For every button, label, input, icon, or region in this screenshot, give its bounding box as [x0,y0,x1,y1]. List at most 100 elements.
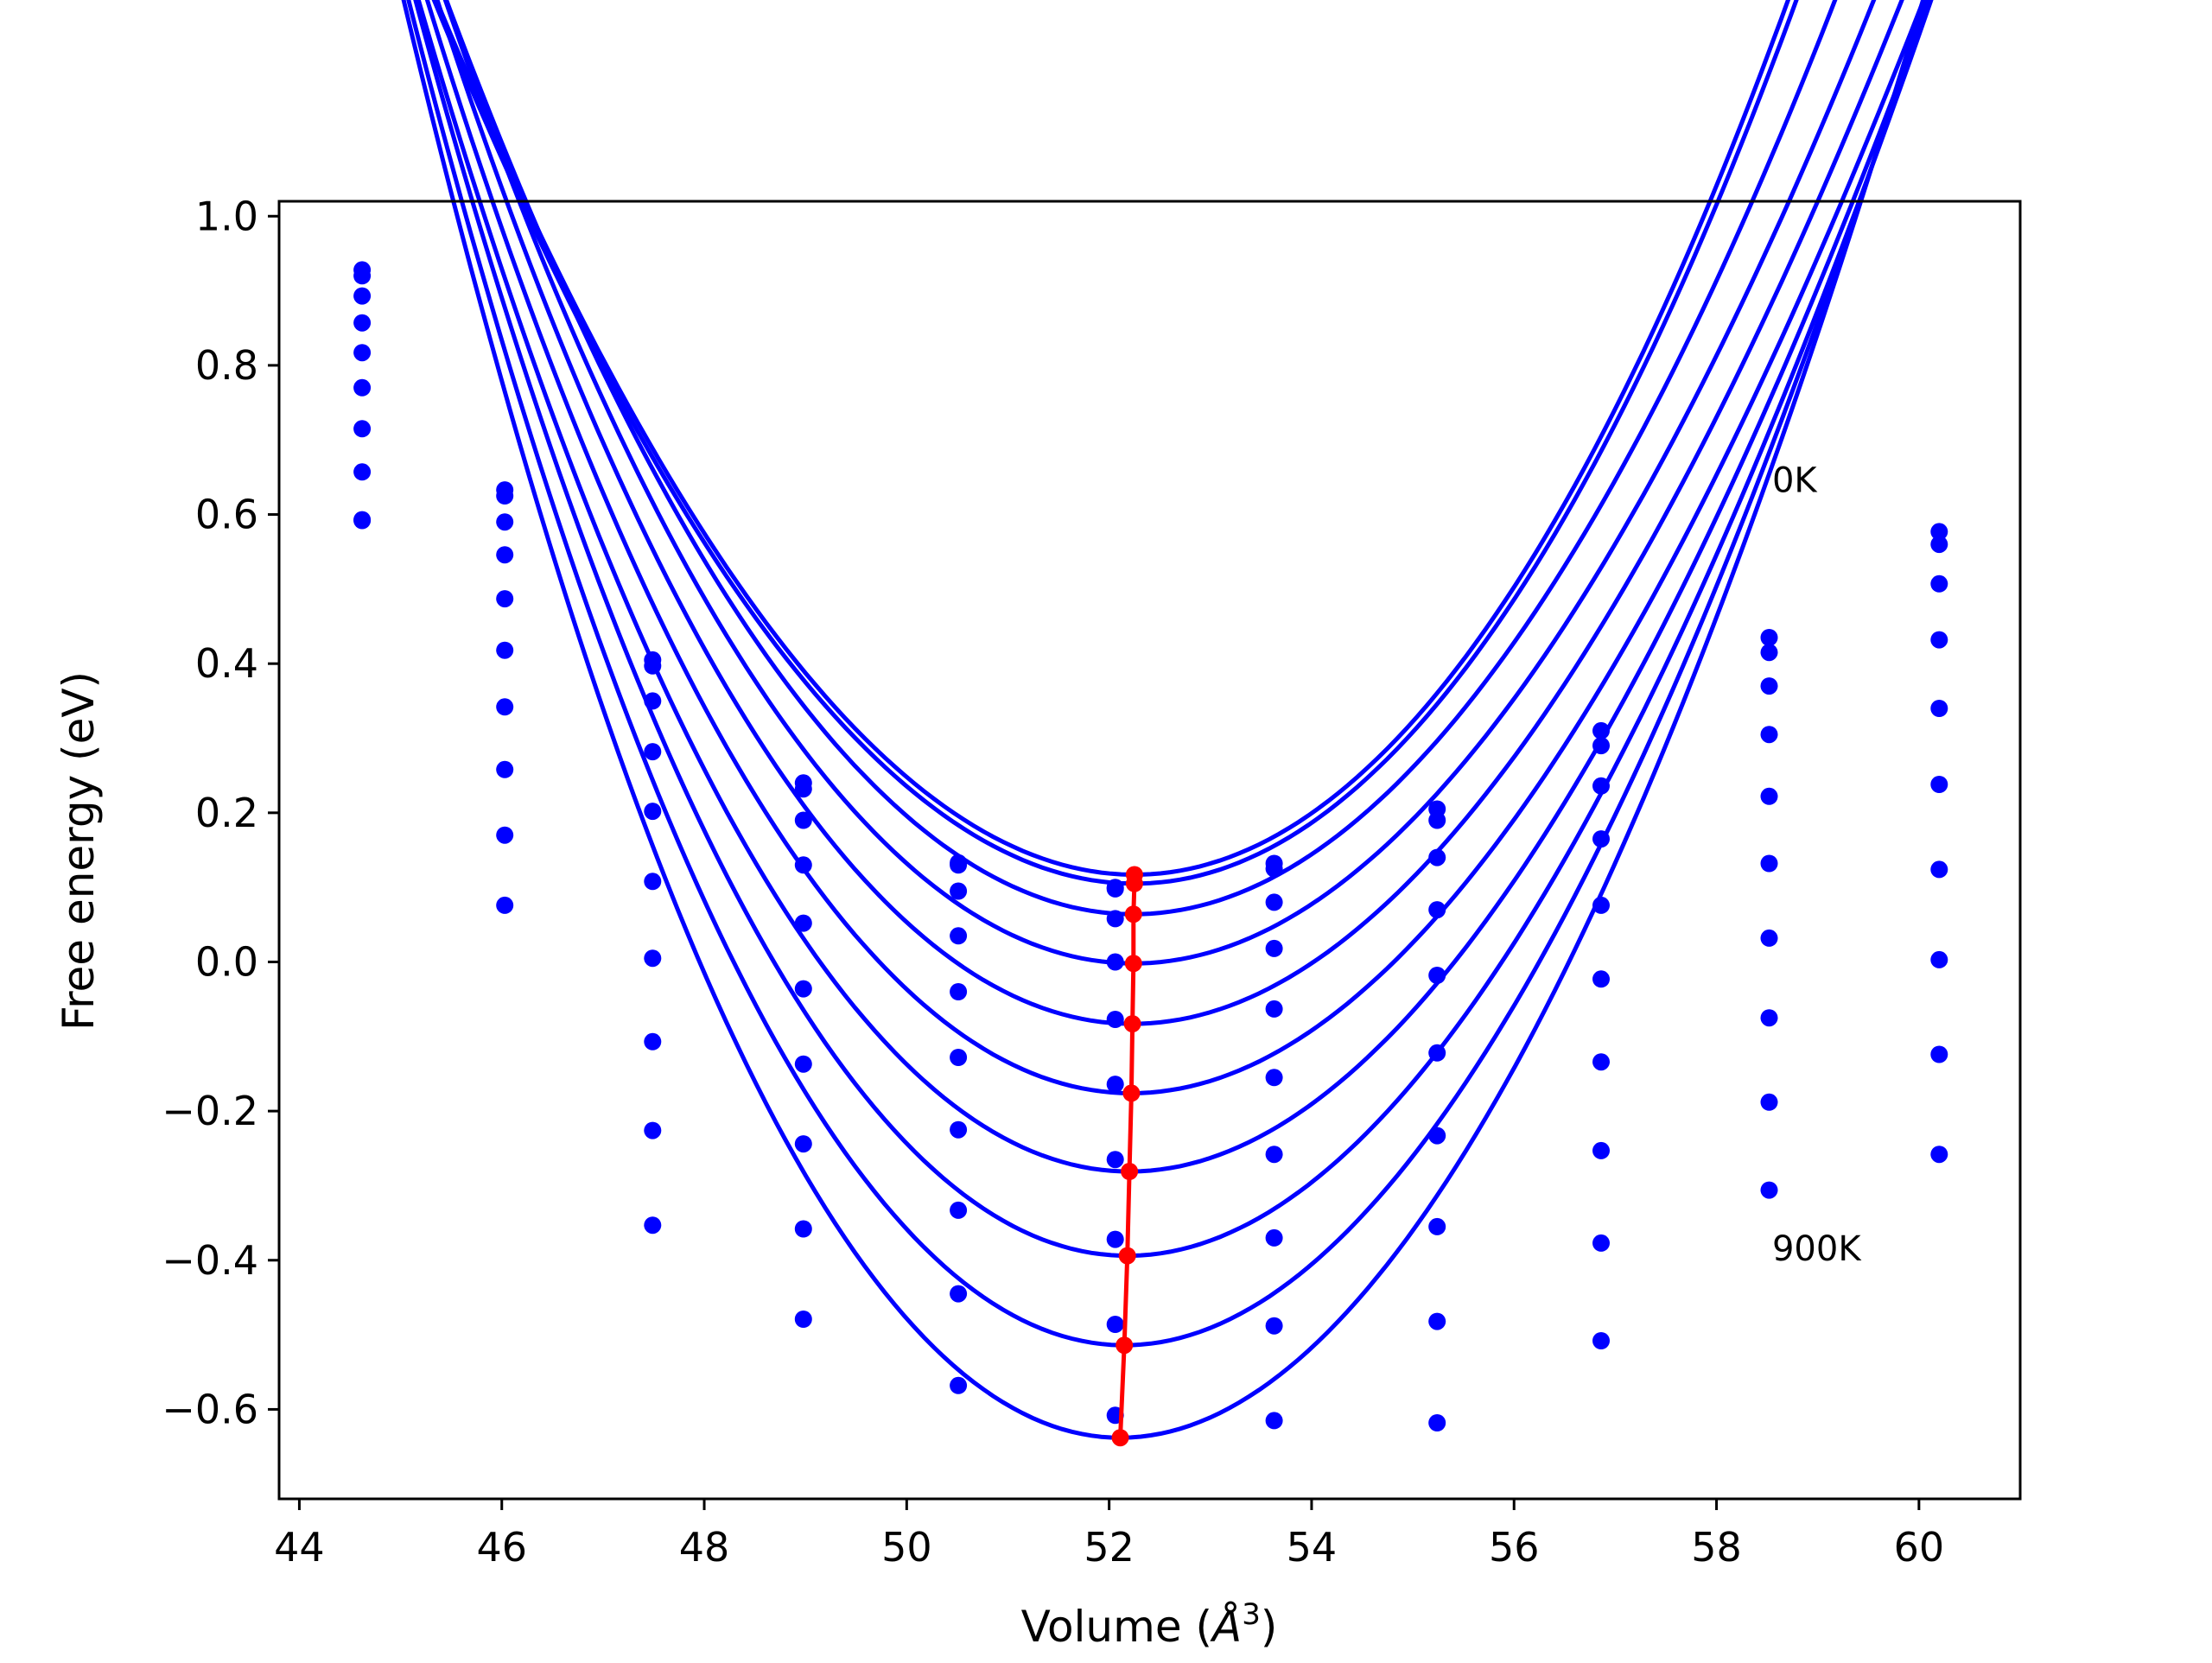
data-point [1760,726,1778,744]
data-point [1428,848,1446,866]
annotations: 0K 900K [1772,461,1862,1269]
data-point [950,1120,968,1139]
data-point [1265,1000,1283,1018]
fit-curve-9 [406,0,1929,1348]
minimum-point [1118,1247,1136,1265]
data-point [794,1135,812,1153]
data-point [1428,811,1446,829]
data-point [1265,1069,1283,1087]
data-point [950,983,968,1000]
data-point [1428,1217,1446,1235]
data-point [1930,776,1948,793]
data-point [1930,536,1948,554]
data-point [496,513,514,531]
fit-curve-3 [443,0,1838,917]
data-point [353,378,372,397]
data-point [794,1311,812,1328]
data-point [353,463,372,481]
data-point [1760,854,1778,873]
y-axis-label: Free energy (eV) [54,671,104,1031]
data-point [353,267,372,285]
minima-line [1111,866,1143,1447]
data-point [496,896,514,914]
data-point [794,780,812,798]
x-tick-label: 46 [476,1524,527,1571]
fit-curve-8 [413,0,1934,1259]
minima-path [1118,874,1137,1438]
data-point [1760,677,1778,695]
minimum-point [1121,1163,1139,1180]
y-axis-ticks: −0.6 −0.4 −0.2 0.0 0.2 0.4 0.6 0.8 1.0 [162,193,279,1432]
data-point [1760,1009,1778,1027]
data-point [644,692,662,710]
data-point [1428,901,1446,919]
data-point [1930,631,1948,649]
x-tick-label: 48 [679,1524,730,1571]
data-point [644,1032,662,1050]
data-point [1760,1181,1778,1199]
data-point [1428,1312,1446,1330]
data-point [496,826,514,844]
data-point [1930,1045,1948,1063]
data-point [644,743,662,761]
data-point [1760,629,1778,646]
data-point [794,811,812,829]
x-tick-label: 50 [881,1524,932,1571]
data-point [1592,737,1610,755]
minimum-point [1116,1336,1134,1355]
fit-curve-10 [401,0,1926,1440]
data-point [353,344,372,362]
data-point [1428,1044,1446,1062]
data-point [950,1376,968,1394]
data-point [794,1055,812,1073]
y-tick-label: 0.8 [195,342,258,389]
data-point [794,1220,812,1238]
data-point [496,760,514,778]
minimum-point [1123,1015,1141,1033]
x-axis-ticks: 44 46 48 50 52 54 56 58 60 [274,1499,1944,1571]
data-point [1930,574,1948,593]
data-point [950,1201,968,1219]
data-point [1106,910,1124,928]
x-tick-label: 56 [1489,1524,1540,1571]
data-point [1106,1316,1124,1333]
fit-curve-4 [442,0,1877,966]
data-point [794,856,812,874]
data-point [1592,1234,1610,1252]
data-point [496,546,514,564]
x-tick-label: 44 [274,1524,325,1571]
minimum-point [1124,955,1142,973]
data-point [1428,967,1446,984]
data-point [1106,879,1124,898]
data-point [644,873,662,891]
y-tick-label: 0.4 [195,640,258,687]
data-point [1106,1011,1124,1028]
fit-curve-1 [434,0,1791,878]
data-point [1265,860,1283,878]
data-point [950,856,968,874]
data-point [1265,1317,1283,1335]
data-point [1930,1146,1948,1164]
plot-frame [277,200,2022,1501]
y-tick-label: 0.2 [195,790,258,836]
data-point [1106,953,1124,971]
data-point [794,980,812,998]
data-point [1106,1076,1124,1094]
data-point [1592,1141,1610,1159]
fit-curve-2 [431,0,1799,886]
data-point [1592,1332,1610,1349]
data-point [1592,777,1610,795]
data-point [353,314,372,332]
data-point [950,1049,968,1066]
data-point [1592,1053,1610,1071]
data-point [1265,1228,1283,1247]
data-point [1265,893,1283,911]
minimum-point [1124,905,1142,924]
y-tick-label: −0.6 [162,1386,258,1432]
data-point [496,487,514,505]
data-point [1428,1127,1446,1145]
data-point [1106,1230,1124,1248]
fit-curves [401,0,1934,1440]
data-point [353,287,372,305]
